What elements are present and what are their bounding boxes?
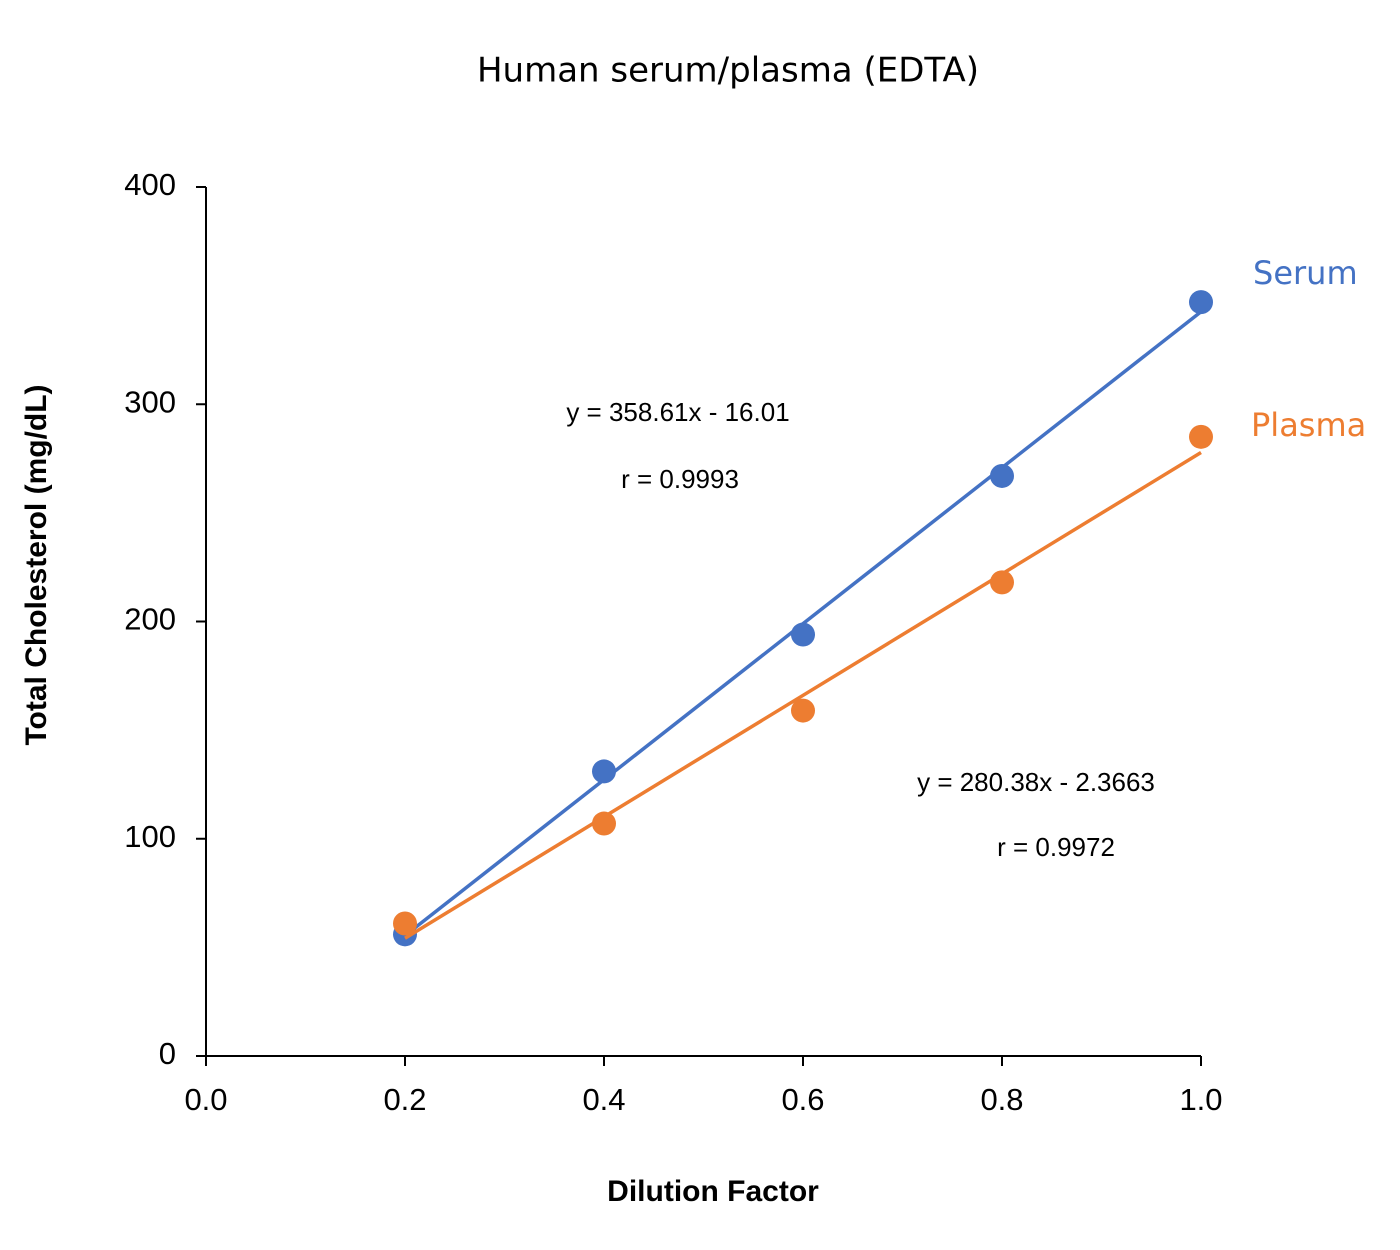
legend-label: Plasma [1251,406,1366,444]
y-tick-label: 400 [124,167,176,202]
trendline [404,450,1202,940]
data-point [393,911,417,936]
x-tick-label: 0.8 [980,1082,1023,1117]
correlation-label: r = 0.9972 [997,832,1115,862]
data-point [990,570,1014,595]
y-axis-label: Total Cholesterol (mg/dL) [20,384,53,745]
y-tick-label: 100 [124,819,176,854]
data-point [990,463,1014,488]
y-tick-label: 200 [124,602,176,637]
y-tick-label: 0 [159,1036,176,1071]
trendline-equation: y = 280.38x - 2.3663 [917,767,1155,797]
x-axis-label: Dilution Factor [607,1175,819,1208]
data-point [791,622,815,647]
trendline-equation: y = 358.61x - 16.01 [566,397,789,427]
correlation-label: r = 0.9993 [621,464,739,494]
data-point [1189,290,1213,315]
data-point [1189,424,1213,449]
legend-label: Serum [1253,254,1358,292]
data-point [592,759,616,784]
x-tick-label: 0.0 [184,1082,227,1117]
x-tick-label: 1.0 [1179,1082,1222,1117]
chart-title: Human serum/plasma (EDTA) [477,51,979,91]
x-tick-label: 0.6 [781,1082,824,1117]
x-tick-label: 0.2 [383,1082,426,1117]
x-tick-label: 0.4 [582,1082,625,1117]
data-point [791,698,815,723]
y-tick-label: 300 [124,384,176,419]
data-point [592,811,616,836]
